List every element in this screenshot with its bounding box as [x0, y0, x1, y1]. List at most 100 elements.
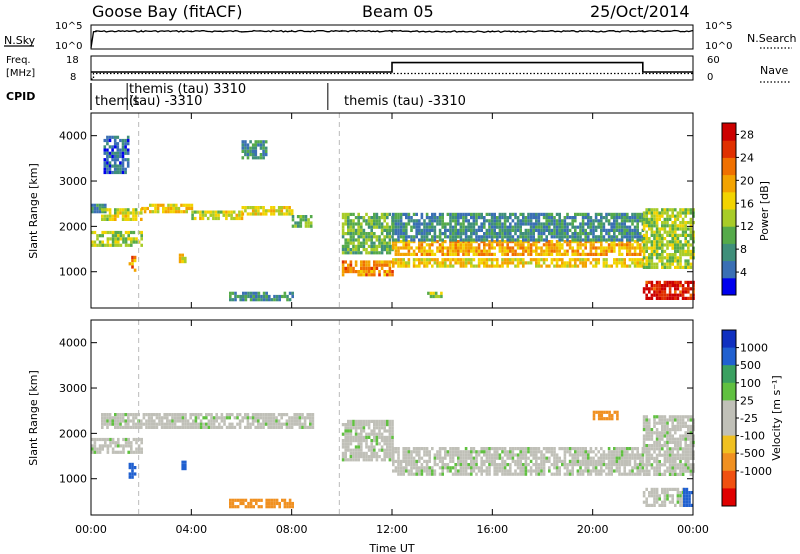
scatter-cell	[236, 422, 239, 426]
scatter-cell	[636, 225, 639, 229]
scatter-cell	[472, 447, 476, 451]
scatter-cell	[584, 469, 587, 473]
scatter-cell	[431, 466, 434, 470]
scatter-cell	[658, 256, 661, 260]
scatter-cell	[378, 238, 381, 242]
scatter-cell	[623, 459, 626, 463]
scatter-cell	[181, 422, 185, 426]
scatter-cell	[436, 246, 439, 250]
scatter-cell	[349, 451, 353, 455]
scatter-cell	[689, 431, 693, 435]
scatter-cell	[475, 453, 478, 457]
scatter-cell	[178, 256, 182, 260]
scatter-cell	[605, 246, 608, 250]
scatter-cell	[689, 233, 693, 237]
cpid-segment-label: themis (tau) -3310	[344, 94, 466, 109]
scatter-cell	[663, 472, 667, 476]
scatter-cell	[488, 212, 491, 216]
scatter-cell	[687, 444, 690, 448]
scatter-cell	[653, 491, 656, 495]
scatter-cell	[121, 161, 125, 165]
scatter-cell	[262, 298, 266, 302]
scatter-cell	[106, 151, 109, 155]
scatter-cell	[488, 228, 491, 232]
scatter-cell	[542, 453, 546, 457]
scatter-cell	[661, 444, 664, 448]
scatter-cell	[412, 225, 416, 229]
scatter-cell	[415, 466, 418, 470]
scatter-cell	[658, 287, 661, 291]
scatter-cell	[405, 456, 408, 460]
scatter-cell	[666, 497, 669, 501]
scatter-cell	[650, 249, 654, 253]
scatter-cell	[370, 241, 373, 245]
scatter-cell	[600, 472, 603, 476]
scatter-cell	[628, 246, 632, 250]
scatter-cell	[441, 456, 444, 460]
scatter-cell	[613, 261, 616, 265]
scatter-cell	[645, 450, 648, 454]
scatter-cell	[623, 246, 626, 250]
scatter-cell	[108, 161, 112, 165]
scatter-cell	[668, 463, 672, 467]
scatter-cell	[373, 216, 376, 220]
scatter-cell	[392, 216, 395, 220]
scatter-cell	[514, 252, 517, 256]
scatter-cell	[519, 261, 522, 265]
scatter-cell	[352, 212, 355, 216]
scatter-cell	[488, 456, 491, 460]
scatter-cell	[341, 266, 345, 270]
scatter-cell	[467, 453, 470, 457]
scatter-cell	[252, 291, 255, 295]
scatter-cell	[610, 469, 613, 473]
scatter-cell	[653, 497, 656, 501]
scatter-cell	[436, 222, 439, 226]
scatter-cell	[511, 238, 515, 242]
scatter-cell	[610, 240, 613, 244]
scatter-cell	[357, 435, 360, 439]
scatter-cell	[362, 216, 366, 220]
scatter-cell	[449, 264, 452, 268]
scatter-cell	[241, 146, 245, 150]
scatter-cell	[197, 413, 200, 417]
scatter-cell	[270, 212, 273, 216]
scatter-cell	[679, 469, 682, 473]
scatter-cell	[620, 264, 624, 268]
scatter-cell	[674, 230, 677, 234]
scatter-cell	[349, 241, 353, 245]
scatter-cell	[655, 463, 659, 467]
scatter-cell	[501, 466, 504, 470]
scatter-cell	[579, 261, 582, 265]
scatter-cell	[666, 428, 669, 432]
scatter-cell	[464, 261, 468, 265]
scatter-cell	[668, 450, 672, 454]
scatter-cell	[568, 235, 572, 239]
scatter-cell	[579, 243, 582, 247]
scatter-cell	[457, 469, 460, 473]
scatter-cell	[349, 219, 353, 223]
scatter-cell	[133, 259, 137, 263]
scatter-cell	[436, 450, 439, 454]
scatter-cell	[655, 221, 659, 225]
scatter-cell	[360, 270, 363, 274]
scatter-cell	[116, 170, 120, 175]
scatter-cell	[131, 262, 134, 266]
scatter-cell	[490, 222, 494, 226]
scatter-cell	[438, 450, 442, 454]
scatter-cell	[671, 246, 674, 250]
scatter-cell	[257, 498, 261, 502]
scatter-cell	[470, 225, 473, 229]
scatter-cell	[655, 437, 659, 441]
scatter-cell	[225, 425, 229, 429]
scatter-cell	[511, 472, 515, 476]
scatter-cell	[668, 280, 672, 284]
scatter-cell	[388, 455, 392, 459]
scatter-cell	[270, 419, 273, 423]
scatter-cell	[684, 456, 687, 460]
scatter-cell	[239, 294, 242, 299]
scatter-cell	[383, 263, 386, 267]
scatter-cell	[441, 246, 444, 250]
scatter-cell	[661, 447, 664, 451]
cpid-segment-label: themis	[95, 94, 140, 109]
scatter-cell	[91, 206, 94, 211]
